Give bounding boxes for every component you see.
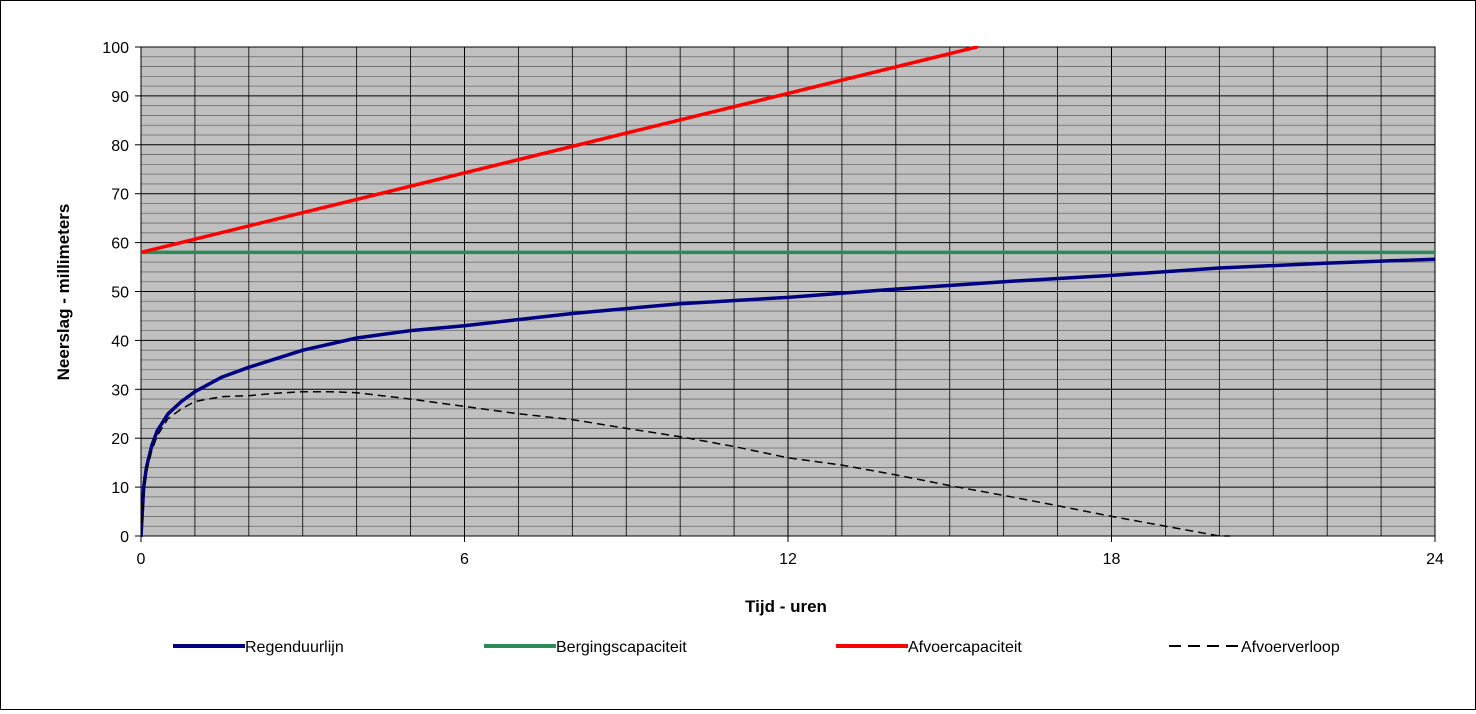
y-axis-title: Neerslag - millimeters bbox=[54, 204, 73, 381]
x-tick-label: 12 bbox=[779, 551, 797, 568]
y-tick-label: 50 bbox=[111, 285, 129, 302]
x-tick-label: 0 bbox=[137, 551, 146, 568]
y-tick-label: 40 bbox=[111, 333, 129, 350]
y-tick-label: 10 bbox=[111, 480, 129, 497]
y-tick-label: 0 bbox=[120, 529, 129, 546]
y-tick-label: 70 bbox=[111, 187, 129, 204]
x-tick-label: 18 bbox=[1103, 551, 1121, 568]
legend: Regenduurlijn Bergingscapaciteit Afvoercap… bbox=[173, 639, 1340, 656]
x-tick-label: 24 bbox=[1426, 551, 1444, 568]
legend-label-0: Regenduurlijn bbox=[245, 639, 344, 656]
x-tick-label: 6 bbox=[460, 551, 469, 568]
y-tick-label: 100 bbox=[102, 40, 129, 57]
y-tick-label: 80 bbox=[111, 138, 129, 155]
series-line-0 bbox=[141, 257, 1435, 537]
grid-lines bbox=[140, 46, 1436, 537]
legend-label-1: Bergingscapaciteit bbox=[556, 639, 687, 656]
series-lines bbox=[141, 46, 1435, 537]
y-tick-label: 30 bbox=[111, 382, 129, 399]
y-tick-label: 90 bbox=[111, 89, 129, 106]
y-tick-labels: 0 10 20 30 40 50 60 70 80 90 100 bbox=[102, 40, 141, 546]
legend-label-3: Afvoerverloop bbox=[1241, 639, 1340, 656]
legend-label-2: Afvoercapaciteit bbox=[908, 639, 1022, 656]
series-line-2 bbox=[141, 46, 979, 255]
y-tick-label: 60 bbox=[111, 236, 129, 253]
series-line-3 bbox=[141, 390, 1231, 537]
y-tick-label: 20 bbox=[111, 431, 129, 448]
x-tick-labels: 0 6 12 18 24 bbox=[137, 536, 1444, 568]
x-axis-title: Tijd - uren bbox=[745, 597, 827, 616]
